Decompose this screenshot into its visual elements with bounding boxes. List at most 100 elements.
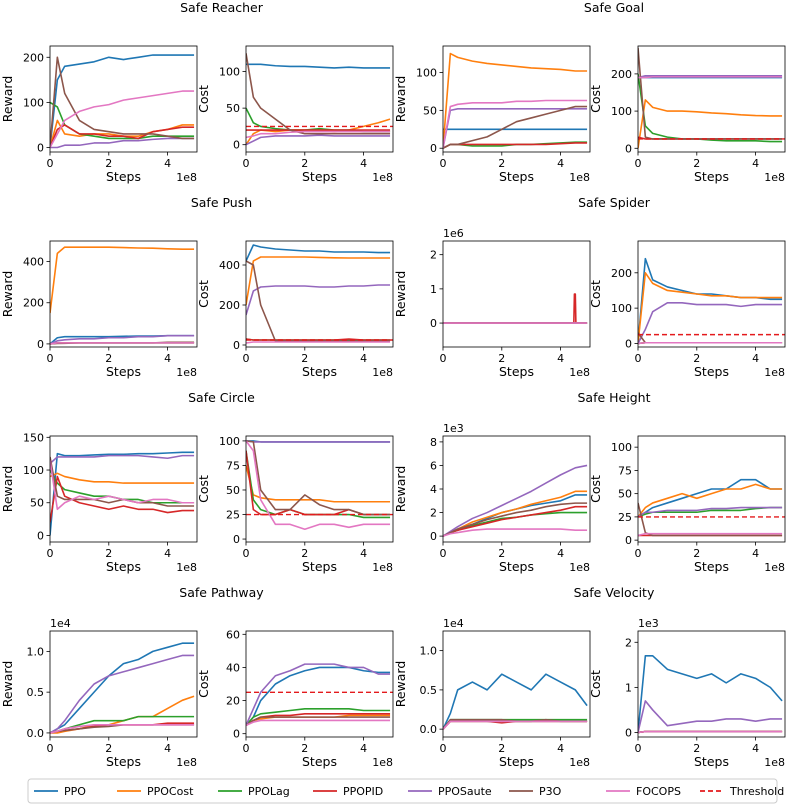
series-line [246,256,391,306]
x-axis-label: Steps [302,169,337,184]
y-tick-label: 2 [625,636,632,649]
chart-title: Safe Push [191,195,252,210]
chart-title: Safe Height [578,390,651,405]
x-tick-label: 2 [301,547,308,560]
series-line [443,505,588,537]
x-tick-label: 2 [498,157,505,170]
series-line [246,450,391,516]
series-line [443,673,588,730]
axes-frame [49,435,198,543]
panel: 0 1 2 0 2 4 Steps 1e8 1e6 Reward [393,227,591,379]
x-tick-label: 4 [557,352,564,365]
series-line [246,341,391,344]
axes-frame [245,240,394,348]
series-line [638,76,783,79]
axes-frame [49,45,198,153]
series-line [50,642,195,734]
y-tick-label: 200 [611,267,632,280]
series-line [246,130,391,139]
y-tick-label: 0 [625,726,632,739]
y-axis-label: Cost [588,475,603,503]
x-tick-label: 4 [360,742,367,755]
axes-frame [637,45,786,153]
series-line [246,107,391,133]
series-line [443,105,588,149]
y-axis-label: Cost [196,475,211,503]
series-line [638,73,783,143]
y-tick-label: 200 [611,68,632,81]
y-axis-label: Reward [0,661,15,708]
x-tick-label: 0 [47,352,54,365]
y-axis-label: Reward [393,466,408,513]
panel: 0.0 0.5 1.0 0 2 4 Steps 1e8 1e4 Reward [393,617,591,769]
y-tick-label: 100 [611,105,632,118]
series-line [50,460,195,511]
x-offset-label: 1e8 [176,366,197,379]
series-line [638,341,783,345]
x-tick-label: 2 [693,547,700,560]
x-offset-label: 1e8 [569,366,590,379]
series-line [638,302,783,344]
x-tick-label: 0 [47,547,54,560]
x-offset-label: 1e8 [372,561,393,574]
plot-area [50,54,195,149]
series-line [246,719,391,727]
x-offset-label: 1e8 [569,171,590,184]
x-tick-label: 2 [498,547,505,560]
plot-area [246,53,393,146]
y-tick-label: 50 [423,104,437,117]
series-line [246,260,391,342]
x-tick-label: 2 [105,352,112,365]
plot-area [638,257,785,345]
x-tick-label: 0 [47,742,54,755]
x-tick-label: 0 [440,352,447,365]
series-line [443,464,588,537]
y-offset-label: 1e3 [443,422,464,435]
x-tick-label: 4 [360,547,367,560]
chart-title: Safe Goal [584,0,644,15]
y-tick-label: 60 [226,628,240,641]
x-tick-label: 0 [47,157,54,170]
y-tick-label: 20 [226,695,240,708]
y-tick-label: 150 [23,431,44,444]
x-tick-label: 0 [635,352,642,365]
series-line [246,708,391,726]
x-axis-label: Steps [694,559,729,574]
y-axis-label: Cost [588,280,603,308]
chart-title: Safe Spider [578,195,651,210]
y-tick-label: 0 [430,142,437,155]
y-offset-label: 1e6 [443,227,464,240]
legend-label: PPOLag [248,785,290,798]
x-tick-label: 4 [164,157,171,170]
y-tick-label: 0 [37,529,44,542]
series-line [246,134,391,146]
x-offset-label: 1e8 [176,171,197,184]
panel: 0 100 200 0 2 4 Steps 1e8 Cost [588,240,786,379]
series-line [50,723,195,734]
plot-area [50,451,195,536]
panel: 0 1 2 0 2 4 Steps 1e8 1e3 Cost [588,617,786,769]
y-tick-label: 75 [618,464,632,477]
y-axis-label: Reward [0,76,15,123]
plot-area [638,655,783,734]
series-line [638,478,783,518]
x-offset-label: 1e8 [764,561,785,574]
x-tick-label: 2 [105,742,112,755]
series-line [246,244,391,262]
plot-area [246,244,393,344]
panel: 0 100 200 0 2 4 Steps 1e8 Reward [0,45,198,184]
x-axis-label: Steps [106,169,141,184]
legend-label: P3O [539,785,562,798]
y-tick-label: 2 [430,507,437,520]
y-tick-label: 100 [219,66,240,79]
y-axis-label: Reward [0,466,15,513]
y-tick-label: 6 [430,459,437,472]
y-tick-label: 0 [233,728,240,741]
series-line [50,246,195,314]
legend-label: PPOCost [147,785,194,798]
y-tick-label: 0 [233,339,240,352]
x-tick-label: 4 [752,547,759,560]
y-tick-label: 1 [430,283,437,296]
x-axis-label: Steps [499,559,534,574]
y-tick-label: 0 [37,141,44,154]
